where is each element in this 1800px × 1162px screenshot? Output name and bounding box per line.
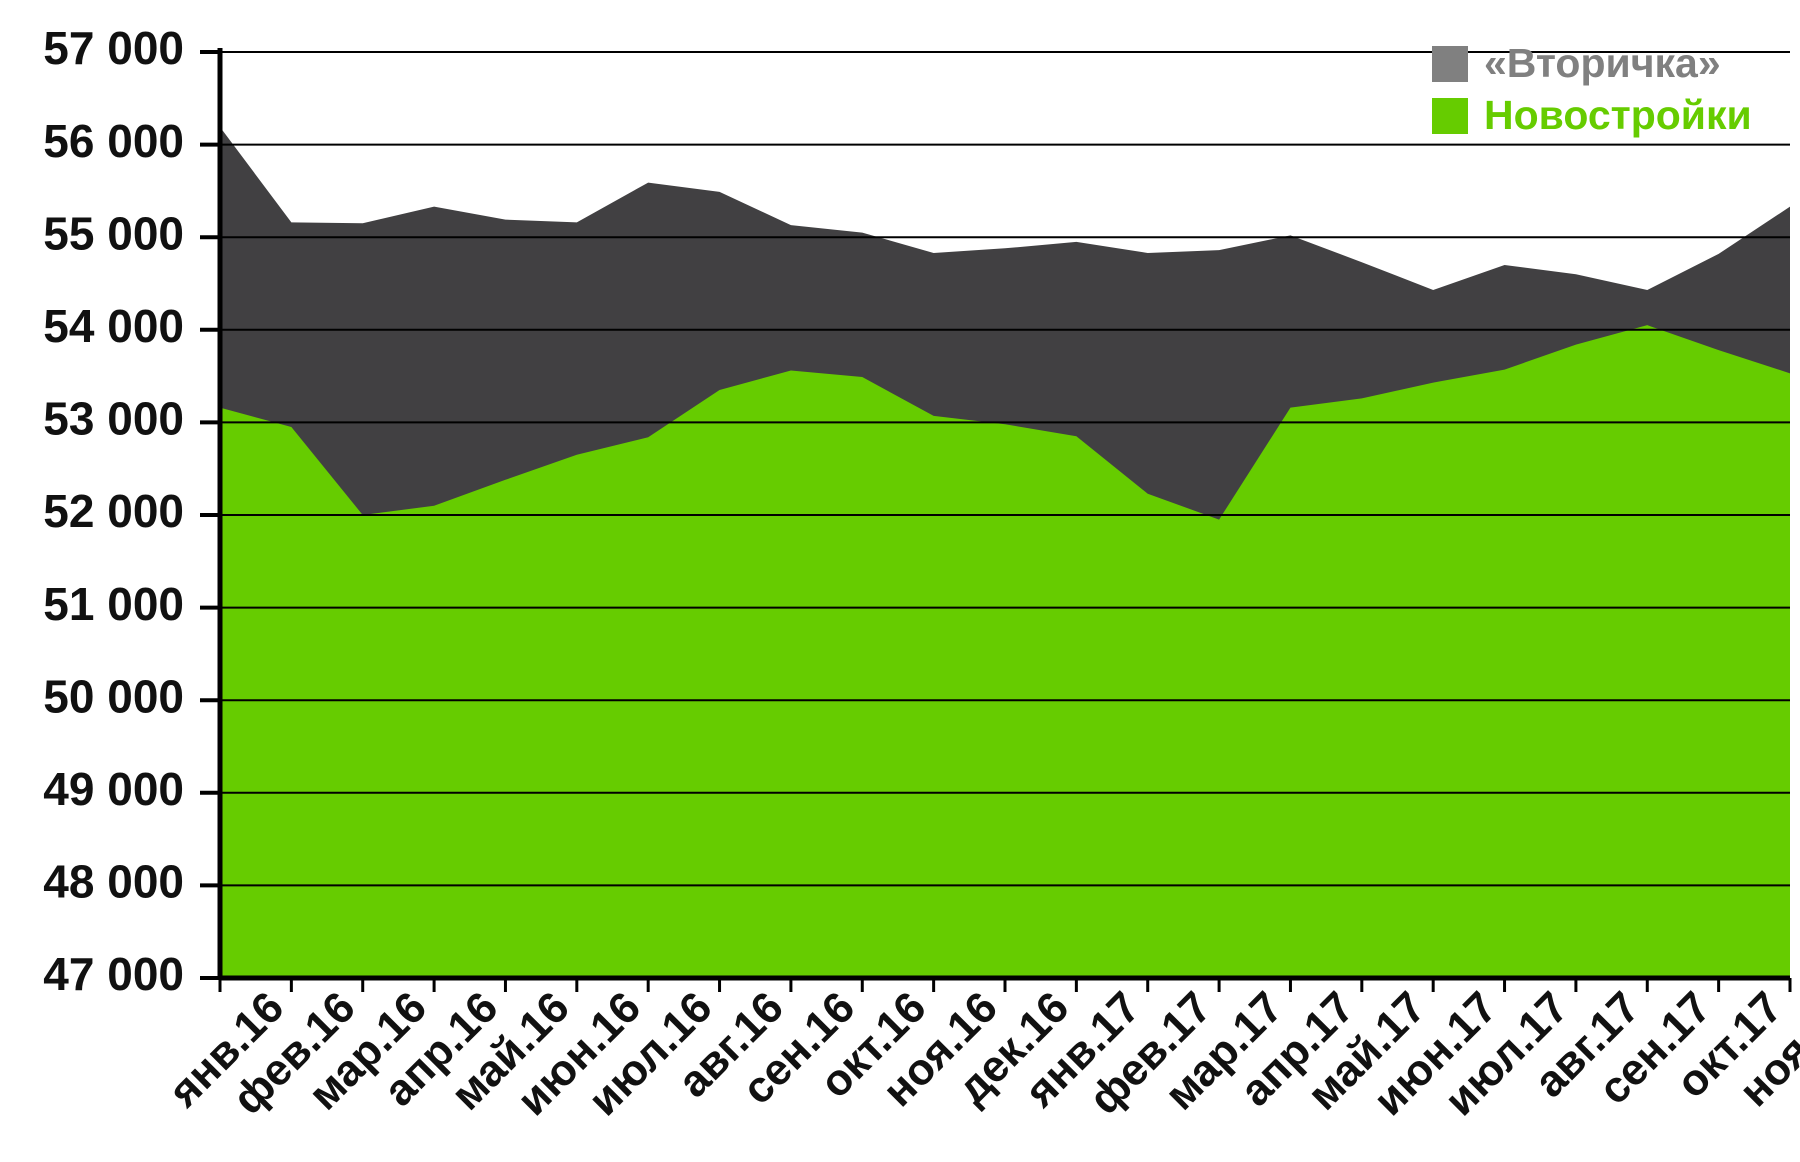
legend-swatch (1432, 98, 1468, 134)
legend-label: Новостройки (1484, 92, 1752, 138)
legend-swatch (1432, 46, 1468, 82)
y-tick-label: 55 000 (43, 207, 184, 259)
y-tick-label: 54 000 (43, 300, 184, 352)
y-tick-label: 48 000 (43, 856, 184, 908)
y-tick-label: 53 000 (43, 393, 184, 445)
y-tick-label: 51 000 (43, 578, 184, 630)
y-tick-label: 57 000 (43, 22, 184, 74)
y-tick-label: 50 000 (43, 670, 184, 722)
y-tick-label: 56 000 (43, 115, 184, 167)
y-tick-label: 49 000 (43, 763, 184, 815)
area (220, 325, 1790, 978)
y-tick-label: 52 000 (43, 485, 184, 537)
legend-label: «Вторичка» (1484, 40, 1721, 86)
y-tick-label: 47 000 (43, 948, 184, 1000)
